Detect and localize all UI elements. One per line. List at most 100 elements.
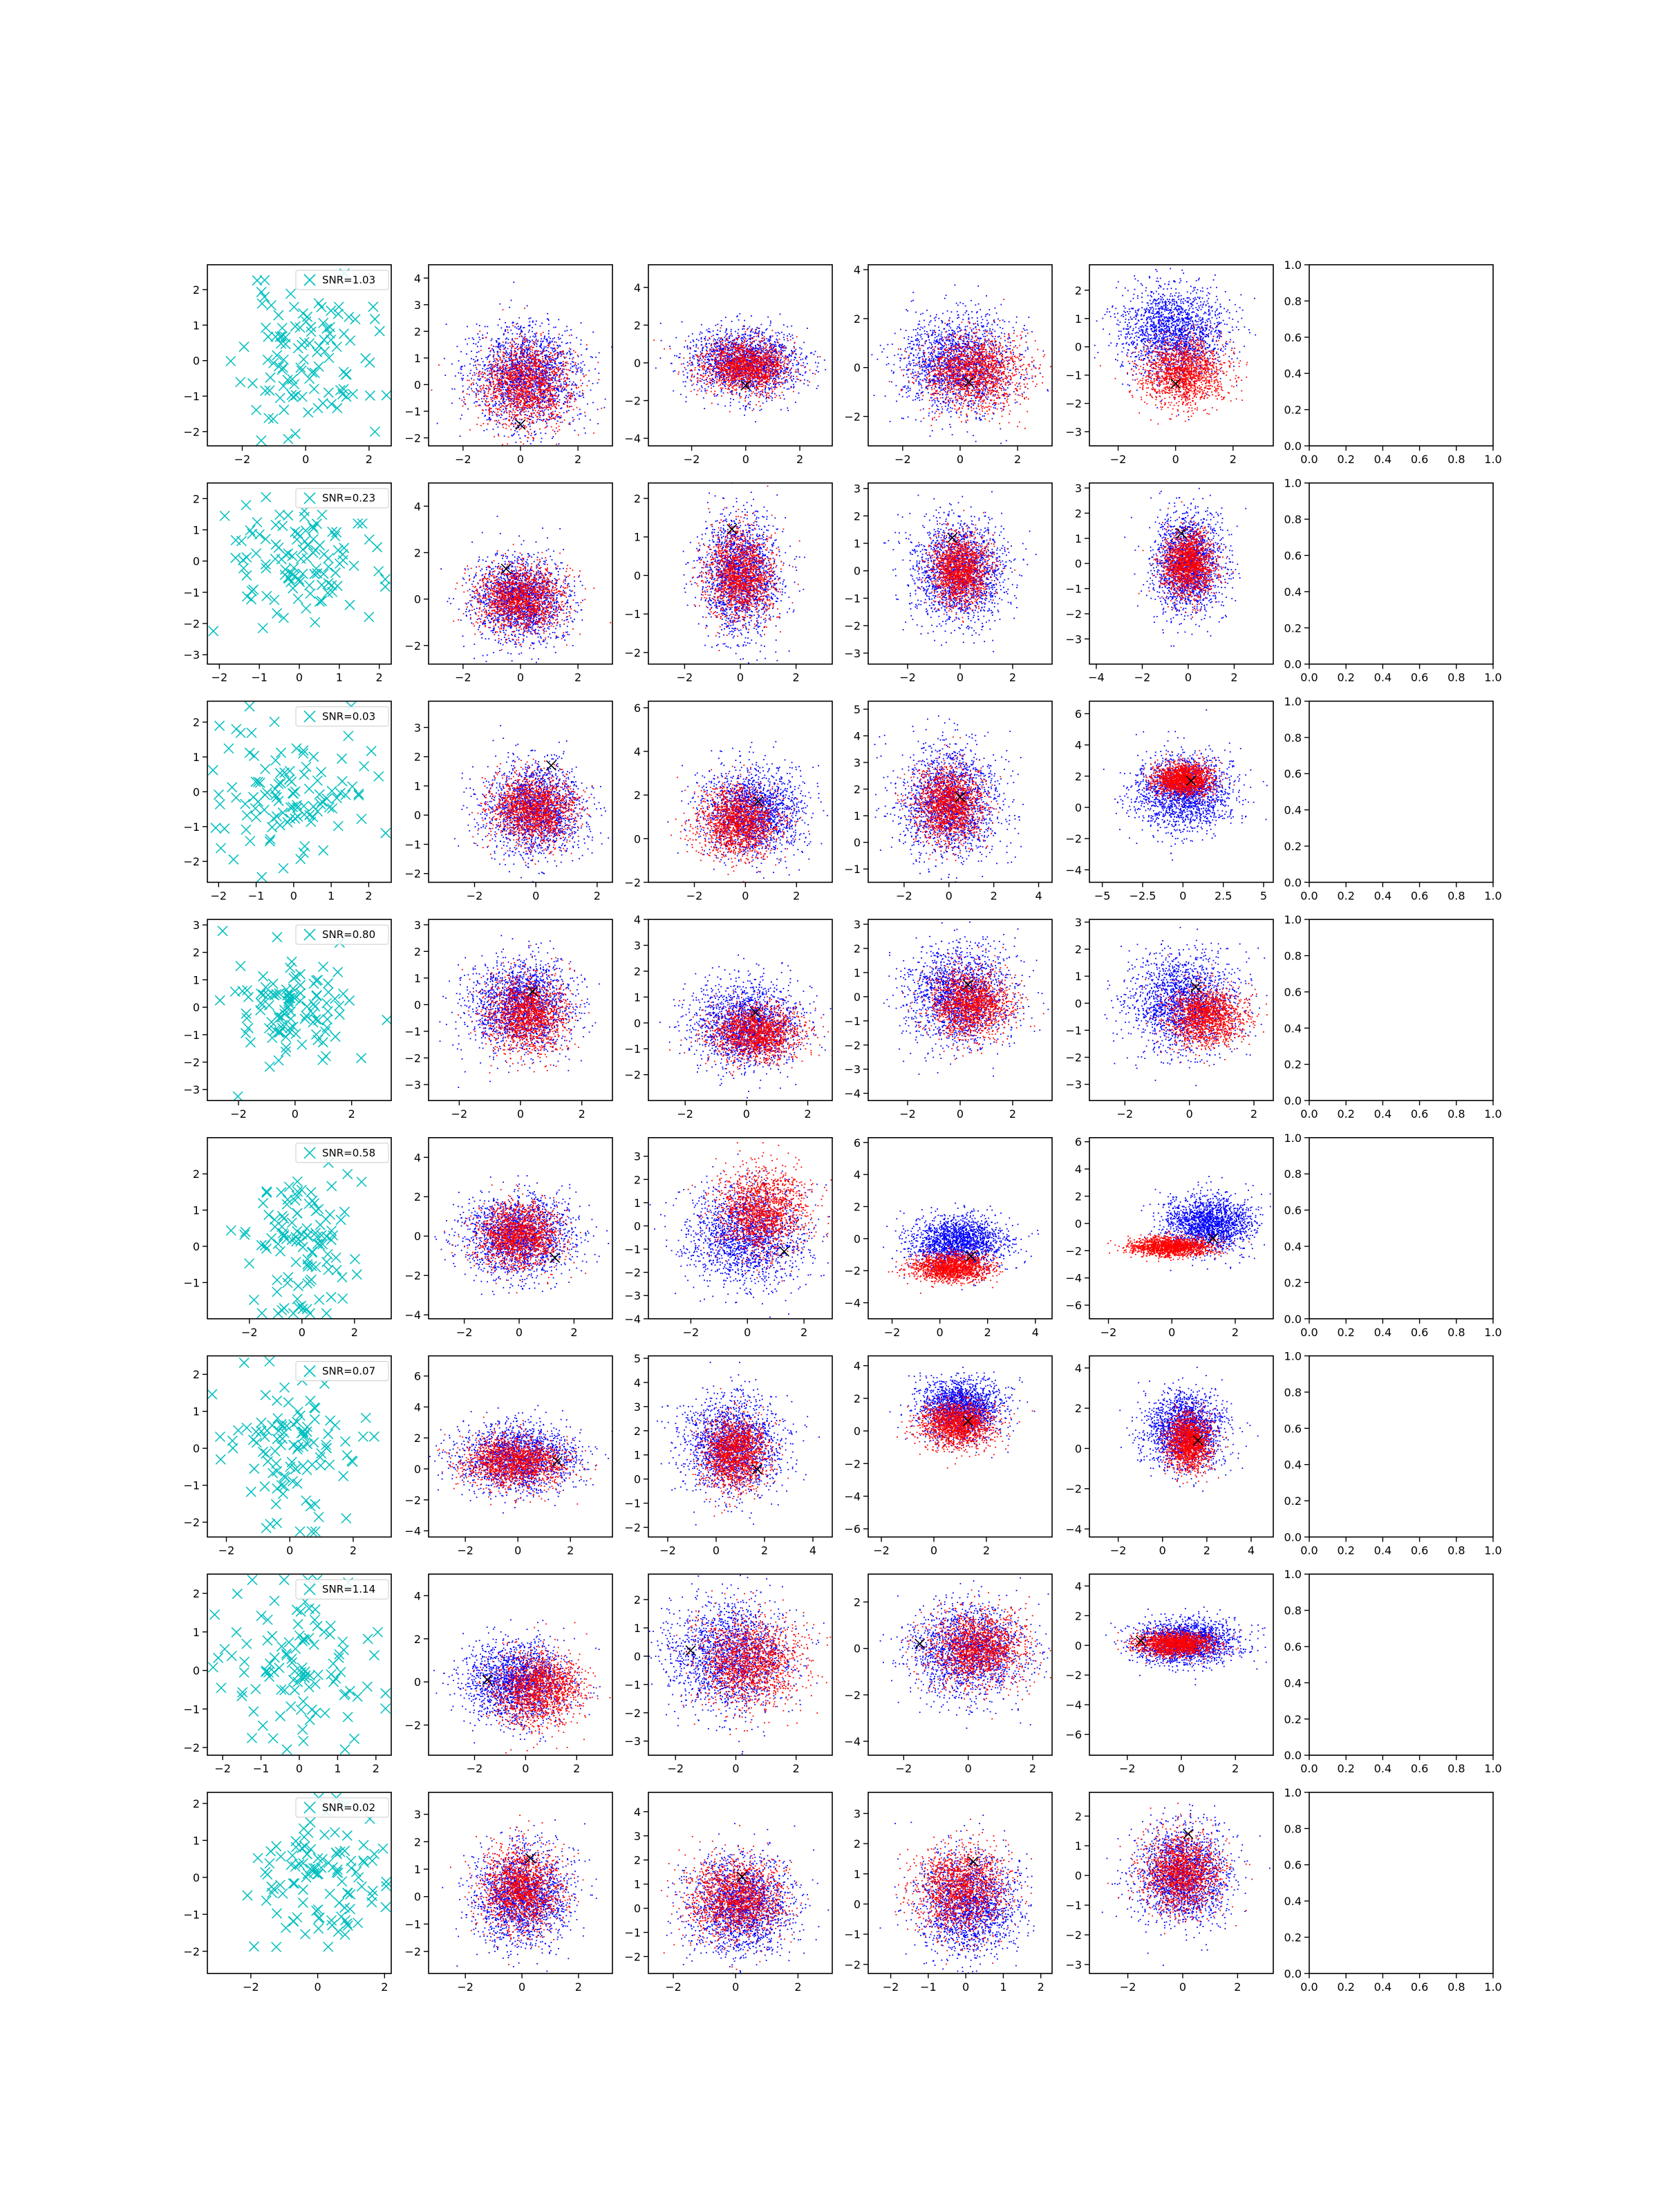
blue-point xyxy=(812,373,814,374)
red-point xyxy=(503,367,504,368)
red-point xyxy=(515,354,516,355)
red-point xyxy=(556,348,558,349)
blue-point xyxy=(559,339,560,340)
red-point xyxy=(513,383,514,384)
blue-point xyxy=(711,379,712,381)
red-point xyxy=(471,383,472,384)
red-point xyxy=(564,420,565,421)
red-point xyxy=(503,405,504,406)
blue-point xyxy=(527,350,528,352)
blue-point xyxy=(476,401,478,402)
red-point xyxy=(507,377,508,379)
data-marker xyxy=(314,362,324,371)
red-point xyxy=(518,382,519,384)
blue-point xyxy=(539,362,541,363)
blue-point xyxy=(787,388,788,390)
red-point xyxy=(554,418,556,419)
blue-point xyxy=(485,357,487,358)
red-point xyxy=(486,385,487,386)
blue-point xyxy=(563,382,565,383)
blue-point xyxy=(762,335,763,336)
red-point xyxy=(513,355,514,357)
blue-point xyxy=(498,360,499,362)
blue-point xyxy=(549,372,550,373)
blue-point xyxy=(538,414,540,415)
blue-point xyxy=(730,405,731,406)
red-point xyxy=(505,353,506,355)
red-point xyxy=(529,371,530,372)
blue-point xyxy=(493,349,494,350)
blue-point xyxy=(755,421,756,422)
red-point xyxy=(516,376,517,377)
red-point xyxy=(506,391,507,392)
red-point xyxy=(512,394,513,395)
blue-point xyxy=(528,318,529,319)
red-point xyxy=(570,398,571,400)
red-point xyxy=(488,386,489,387)
blue-point xyxy=(562,388,563,389)
red-point xyxy=(542,404,543,406)
red-point xyxy=(549,400,550,402)
blue-point xyxy=(549,354,550,355)
red-point xyxy=(539,366,541,367)
red-point xyxy=(527,420,528,422)
blue-point xyxy=(496,415,498,417)
red-point xyxy=(489,377,491,378)
blue-point xyxy=(698,340,700,341)
blue-point xyxy=(576,371,577,373)
blue-point xyxy=(691,375,693,377)
red-point xyxy=(494,420,496,422)
red-point xyxy=(557,354,559,355)
blue-point xyxy=(735,384,737,385)
blue-point xyxy=(558,389,559,391)
red-point xyxy=(568,395,570,396)
red-point xyxy=(542,420,543,422)
blue-point xyxy=(725,317,727,318)
blue-point xyxy=(552,396,553,397)
red-point xyxy=(535,373,536,375)
blue-point xyxy=(489,418,491,419)
blue-point xyxy=(548,330,550,332)
red-point xyxy=(502,361,503,362)
red-point xyxy=(496,379,497,380)
red-point xyxy=(531,404,532,406)
red-point xyxy=(533,368,534,370)
data-marker xyxy=(252,405,261,415)
red-point xyxy=(526,395,527,396)
red-point xyxy=(561,351,562,353)
red-point xyxy=(538,400,540,401)
blue-point xyxy=(506,399,507,400)
blue-point xyxy=(487,419,488,420)
red-point xyxy=(567,406,568,408)
blue-point xyxy=(500,375,502,377)
blue-point xyxy=(549,364,550,365)
blue-point xyxy=(480,364,481,366)
blue-point xyxy=(754,332,756,334)
blue-point xyxy=(508,370,509,371)
blue-point xyxy=(709,363,711,364)
blue-point xyxy=(595,357,597,358)
red-point xyxy=(517,404,518,405)
red-point xyxy=(521,368,523,370)
blue-point xyxy=(532,410,534,411)
red-point xyxy=(533,394,534,395)
blue-point xyxy=(742,339,744,340)
red-point xyxy=(504,371,505,372)
data-marker xyxy=(279,355,288,364)
blue-point xyxy=(545,433,546,434)
red-point xyxy=(545,391,546,392)
red-point xyxy=(565,373,567,375)
blue-point xyxy=(699,360,700,362)
blue-point xyxy=(749,407,751,409)
blue-point xyxy=(570,342,571,344)
blue-point xyxy=(505,343,507,344)
red-point xyxy=(534,353,535,354)
red-point xyxy=(553,359,554,360)
blue-point xyxy=(517,362,518,364)
red-point xyxy=(533,365,534,366)
red-point xyxy=(540,395,541,396)
red-point xyxy=(526,368,527,370)
blue-point xyxy=(545,365,546,366)
red-point xyxy=(550,396,551,397)
blue-point xyxy=(519,438,521,439)
